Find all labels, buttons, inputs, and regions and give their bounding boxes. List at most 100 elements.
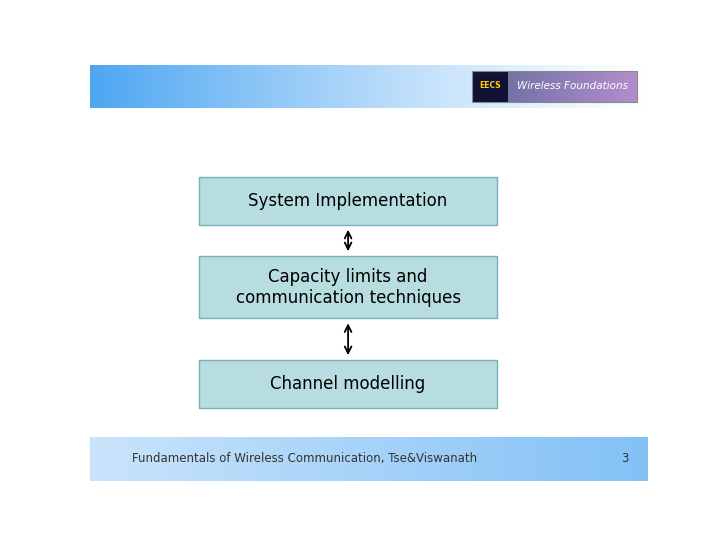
Bar: [632, 65, 634, 109]
Bar: [282, 437, 283, 481]
Bar: [379, 65, 380, 109]
Bar: [271, 65, 272, 109]
Bar: [147, 437, 148, 481]
Bar: [577, 65, 579, 109]
Bar: [151, 65, 153, 109]
Bar: [510, 437, 512, 481]
FancyBboxPatch shape: [610, 71, 611, 102]
Bar: [512, 65, 513, 109]
Bar: [337, 65, 338, 109]
Bar: [279, 437, 280, 481]
Bar: [175, 65, 176, 109]
Bar: [294, 437, 295, 481]
Bar: [184, 437, 185, 481]
Bar: [605, 65, 606, 109]
FancyBboxPatch shape: [552, 71, 554, 102]
Bar: [617, 65, 618, 109]
Bar: [560, 65, 561, 109]
FancyBboxPatch shape: [626, 71, 628, 102]
Bar: [405, 437, 406, 481]
Bar: [321, 65, 322, 109]
Bar: [626, 65, 627, 109]
Bar: [480, 65, 481, 109]
Bar: [390, 437, 392, 481]
Bar: [307, 65, 309, 109]
FancyBboxPatch shape: [566, 71, 567, 102]
Bar: [117, 65, 118, 109]
FancyBboxPatch shape: [557, 71, 559, 102]
Bar: [289, 437, 291, 481]
Bar: [340, 437, 341, 481]
Bar: [644, 65, 646, 109]
Bar: [168, 65, 169, 109]
FancyBboxPatch shape: [556, 71, 557, 102]
Bar: [270, 437, 271, 481]
Bar: [210, 437, 212, 481]
Bar: [454, 65, 455, 109]
Bar: [175, 437, 176, 481]
Bar: [567, 437, 569, 481]
Bar: [437, 437, 438, 481]
Bar: [275, 65, 276, 109]
Bar: [425, 437, 426, 481]
Bar: [236, 65, 238, 109]
Bar: [532, 65, 533, 109]
FancyBboxPatch shape: [587, 71, 588, 102]
Bar: [213, 65, 214, 109]
Bar: [252, 437, 253, 481]
FancyBboxPatch shape: [538, 71, 539, 102]
Bar: [188, 437, 189, 481]
Bar: [289, 65, 291, 109]
Bar: [204, 65, 205, 109]
Bar: [575, 65, 577, 109]
Bar: [528, 437, 530, 481]
Bar: [283, 65, 284, 109]
Bar: [462, 437, 463, 481]
Bar: [473, 65, 474, 109]
Bar: [192, 65, 193, 109]
Bar: [339, 437, 340, 481]
Bar: [352, 437, 354, 481]
Bar: [342, 437, 343, 481]
Bar: [457, 65, 459, 109]
FancyBboxPatch shape: [549, 71, 551, 102]
FancyBboxPatch shape: [520, 71, 521, 102]
Bar: [267, 65, 269, 109]
Bar: [454, 437, 455, 481]
Bar: [202, 65, 203, 109]
FancyBboxPatch shape: [531, 71, 533, 102]
Bar: [468, 437, 469, 481]
Bar: [153, 65, 155, 109]
Bar: [313, 65, 315, 109]
Bar: [181, 437, 183, 481]
Bar: [640, 437, 642, 481]
Bar: [514, 65, 516, 109]
Bar: [620, 65, 621, 109]
Bar: [261, 65, 262, 109]
Bar: [228, 437, 230, 481]
Bar: [619, 65, 620, 109]
Bar: [571, 65, 572, 109]
Bar: [141, 65, 143, 109]
Bar: [486, 437, 487, 481]
Bar: [629, 65, 630, 109]
Bar: [582, 437, 583, 481]
Bar: [404, 437, 405, 481]
Bar: [321, 437, 322, 481]
Bar: [354, 65, 356, 109]
Bar: [166, 65, 167, 109]
Bar: [213, 437, 214, 481]
Bar: [187, 65, 188, 109]
FancyBboxPatch shape: [608, 71, 610, 102]
Bar: [332, 65, 333, 109]
FancyBboxPatch shape: [615, 71, 616, 102]
Bar: [116, 65, 117, 109]
Bar: [127, 437, 128, 481]
Bar: [159, 65, 161, 109]
Bar: [555, 437, 557, 481]
Bar: [602, 65, 603, 109]
Bar: [579, 65, 580, 109]
FancyBboxPatch shape: [547, 71, 548, 102]
Bar: [395, 437, 396, 481]
Bar: [550, 65, 551, 109]
